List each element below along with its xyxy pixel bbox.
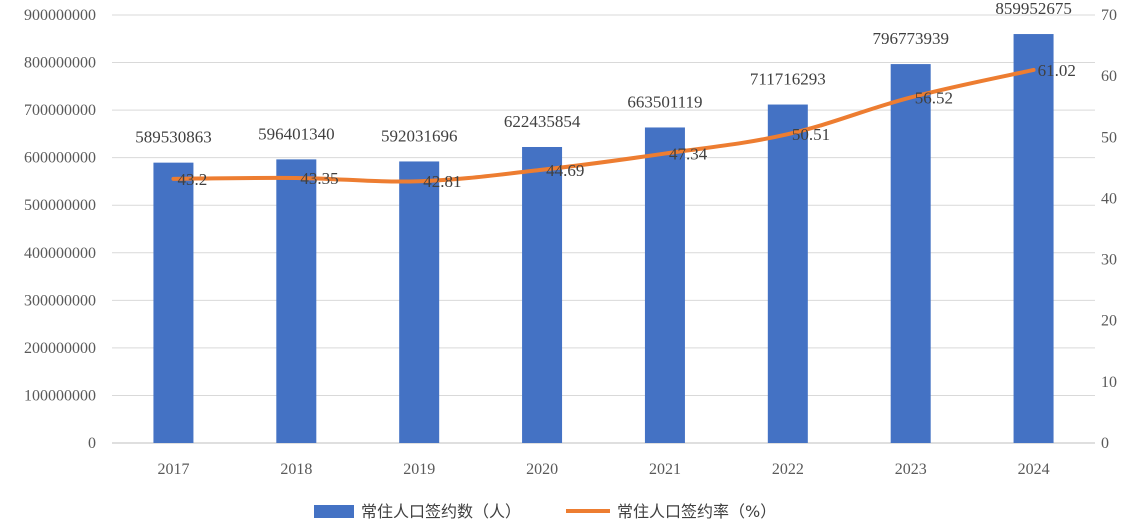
bar-value-label: 589530863 <box>135 128 212 147</box>
legend: 常住人口签约数（人） 常住人口签约率（%） <box>314 502 776 521</box>
line-value-label: 47.34 <box>669 145 708 164</box>
right-axis-tick-label: 60 <box>1101 68 1117 85</box>
left-axis-tick-label: 300000000 <box>24 292 96 309</box>
right-axis-tick-label: 70 <box>1101 7 1117 24</box>
legend-label-bars: 常住人口签约数（人） <box>361 502 521 521</box>
bar <box>153 162 194 443</box>
legend-label-line: 常住人口签约率（%） <box>617 502 776 521</box>
right-y-axis: 0 10 20 30 40 50 60 70 <box>1101 7 1117 452</box>
bar-value-label: 663501119 <box>627 92 702 111</box>
left-axis-tick-label: 500000000 <box>24 197 96 214</box>
x-axis-tick-label: 2020 <box>526 461 558 478</box>
x-axis-tick-label: 2017 <box>157 461 189 478</box>
bar <box>399 161 440 443</box>
left-axis-tick-label: 700000000 <box>24 102 96 119</box>
bar-value-label: 622435854 <box>504 112 581 131</box>
line-value-label: 50.51 <box>792 125 830 144</box>
bar <box>1013 34 1054 443</box>
line-value-label: 42.81 <box>423 172 461 191</box>
legend-swatch-bars <box>314 505 354 518</box>
x-axis-tick-label: 2019 <box>403 461 435 478</box>
line-value-label: 43.35 <box>300 169 338 188</box>
left-axis-tick-label: 800000000 <box>24 55 96 72</box>
line-value-label: 61.02 <box>1038 61 1076 80</box>
line-series <box>171 67 1036 184</box>
x-axis-tick-label: 2024 <box>1018 461 1050 478</box>
gridlines <box>112 14 1095 444</box>
line-value-label: 44.69 <box>546 161 584 180</box>
x-axis-tick-label: 2018 <box>280 461 312 478</box>
bar <box>276 159 317 443</box>
bar <box>522 146 563 443</box>
bar <box>644 127 685 443</box>
line-value-label: 43.2 <box>177 170 207 189</box>
rate-line <box>171 67 1036 184</box>
right-axis-tick-label: 20 <box>1101 313 1117 330</box>
bar-value-label: 592031696 <box>381 126 458 145</box>
left-axis-tick-label: 900000000 <box>24 7 96 24</box>
bar-series <box>153 34 1054 444</box>
bar <box>890 64 931 444</box>
left-axis-tick-label: 400000000 <box>24 245 96 262</box>
x-axis-tick-label: 2023 <box>895 461 927 478</box>
left-axis-tick-label: 100000000 <box>24 387 96 404</box>
x-axis: 2017 2018 2019 2020 2021 2022 2023 2024 <box>157 461 1049 478</box>
right-axis-tick-label: 30 <box>1101 252 1117 269</box>
x-axis-tick-label: 2022 <box>772 461 804 478</box>
bar <box>767 104 808 443</box>
right-axis-tick-label: 40 <box>1101 190 1117 207</box>
right-axis-tick-label: 10 <box>1101 374 1117 391</box>
data-labels: 589530863 596401340 592031696 622435854 6635… <box>135 0 1076 191</box>
bar-value-label: 859952675 <box>995 0 1072 18</box>
right-axis-tick-label: 0 <box>1101 435 1109 452</box>
line-value-label: 56.52 <box>915 88 953 107</box>
x-axis-tick-label: 2021 <box>649 461 681 478</box>
bar-value-label: 596401340 <box>258 124 335 143</box>
bar-value-label: 796773939 <box>872 29 949 48</box>
left-axis-tick-label: 0 <box>88 435 96 452</box>
left-y-axis: 0 100000000 200000000 300000000 400000000 500… <box>24 7 96 452</box>
bar-value-label: 711716293 <box>750 70 826 89</box>
left-axis-tick-label: 200000000 <box>24 340 96 357</box>
right-axis-tick-label: 50 <box>1101 129 1117 146</box>
left-axis-tick-label: 600000000 <box>24 150 96 167</box>
